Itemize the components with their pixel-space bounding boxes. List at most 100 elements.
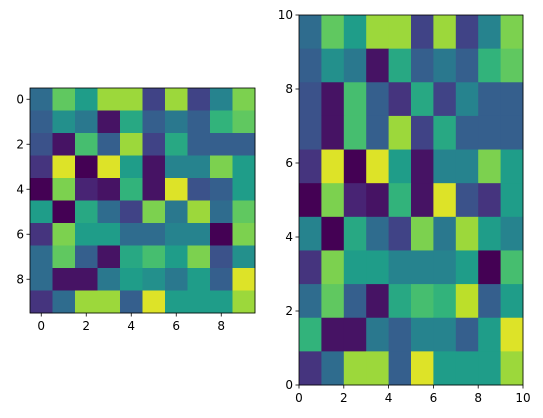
heatmap-cell (433, 317, 457, 352)
heatmap-cell (52, 268, 76, 291)
heatmap-cell (30, 223, 53, 246)
heatmap-cell (75, 178, 98, 201)
heatmap-cell (478, 317, 501, 352)
heatmap-cells (299, 15, 524, 386)
heatmap-cell (433, 82, 457, 117)
x-tick-label: 8 (474, 391, 482, 405)
heatmap-cell (478, 115, 501, 150)
heatmap-cell (142, 290, 166, 314)
heatmap-cell (321, 115, 345, 150)
x-tick-label: 2 (340, 391, 348, 405)
heatmap-cell (455, 48, 479, 83)
heatmap-cell (321, 48, 345, 83)
heatmap-cell (411, 48, 434, 83)
heatmap-cell (210, 245, 233, 269)
heatmap-cell (187, 155, 211, 179)
heatmap-cell (500, 115, 524, 150)
heatmap-cell (478, 48, 501, 83)
heatmap-cell (187, 133, 211, 156)
heatmap-cell (321, 183, 345, 218)
heatmap-cell (433, 284, 457, 319)
heatmap-cell (75, 290, 98, 314)
heatmap-cell (142, 223, 166, 246)
heatmap-cell (343, 115, 367, 150)
heatmap-cell (433, 250, 457, 285)
heatmap-cell (232, 268, 256, 291)
heatmap-cell (232, 290, 256, 314)
heatmap-cell (232, 200, 256, 224)
heatmap-cell (142, 155, 166, 179)
heatmap-cell (478, 183, 501, 218)
heatmap-cell (388, 216, 412, 251)
heatmap-cell (52, 88, 76, 111)
heatmap-cell (97, 178, 121, 201)
heatmap-cell (321, 250, 345, 285)
x-tick-label: 4 (127, 319, 135, 333)
heatmap-cell (411, 183, 434, 218)
y-tick-label: 8 (285, 82, 293, 96)
heatmap-cell (411, 250, 434, 285)
heatmap-cell (97, 88, 121, 111)
heatmap-cell (343, 48, 367, 83)
heatmap-cell (210, 200, 233, 224)
heatmap-cell (411, 15, 434, 50)
heatmap-cell (388, 183, 412, 218)
heatmap-cell (478, 351, 501, 386)
heatmap-cell (388, 149, 412, 184)
heatmap-cell (97, 200, 121, 224)
heatmap-cell (299, 183, 322, 218)
heatmap-cell (455, 216, 479, 251)
heatmap-cell (97, 268, 121, 291)
heatmap-cell (388, 82, 412, 117)
heatmap-cell (388, 115, 412, 150)
heatmap-cell (187, 268, 211, 291)
heatmap-cell (433, 351, 457, 386)
axes-frame (29, 87, 256, 314)
heatmap-cell (411, 216, 434, 251)
heatmap-cell (165, 245, 188, 269)
heatmap-cell (165, 88, 188, 111)
heatmap-cell (388, 284, 412, 319)
heatmap-cell (343, 317, 367, 352)
heatmap-cell (366, 250, 389, 285)
heatmap-cell (232, 110, 256, 134)
heatmap-cell (210, 155, 233, 179)
heatmap-cell (455, 250, 479, 285)
heatmap-cell (500, 183, 524, 218)
heatmap-cell (299, 216, 322, 251)
x-tick-label: 6 (430, 391, 438, 405)
heatmap-cell (187, 223, 211, 246)
heatmap-cell (165, 155, 188, 179)
heatmap-cell (388, 351, 412, 386)
heatmap-cell (142, 245, 166, 269)
heatmap-cell (52, 133, 76, 156)
heatmap-cell (30, 200, 53, 224)
heatmap-cell (455, 149, 479, 184)
heatmap-cell (120, 223, 143, 246)
heatmap-cell (165, 268, 188, 291)
heatmap-cell (366, 48, 389, 83)
heatmap-cell (142, 133, 166, 156)
heatmap-cell (411, 82, 434, 117)
heatmap-cell (388, 317, 412, 352)
heatmap-cell (455, 351, 479, 386)
heatmap-cell (75, 268, 98, 291)
heatmap-cell (210, 88, 233, 111)
heatmap-cell (30, 133, 53, 156)
heatmap-cell (500, 284, 524, 319)
heatmap-cell (500, 48, 524, 83)
y-tick-label: 0 (285, 378, 293, 392)
heatmap-cell (120, 268, 143, 291)
heatmap-cell (455, 284, 479, 319)
heatmap-cell (210, 110, 233, 134)
y-tick-label: 4 (285, 230, 293, 244)
heatmap-cell (165, 223, 188, 246)
heatmap-cell (478, 15, 501, 50)
heatmap-cell (75, 155, 98, 179)
heatmap-cell (165, 200, 188, 224)
heatmap-cell (52, 155, 76, 179)
heatmap-cell (478, 149, 501, 184)
heatmap-cell (120, 133, 143, 156)
heatmap-cell (120, 245, 143, 269)
heatmap-cell (343, 284, 367, 319)
